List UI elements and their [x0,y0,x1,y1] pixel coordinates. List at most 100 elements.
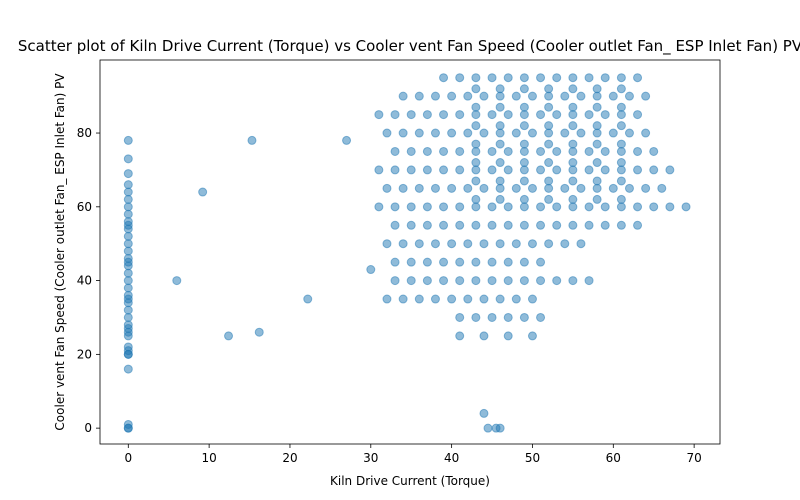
point [406,202,416,212]
point [544,84,554,94]
point [552,220,562,230]
point [503,202,513,212]
point [633,220,643,230]
point [471,121,481,131]
point [527,183,537,193]
point [471,276,481,286]
point [592,194,602,204]
point [633,73,643,83]
point [641,183,651,193]
point [608,183,618,193]
point [471,165,481,175]
point [447,128,457,138]
point [487,202,497,212]
point [503,146,513,156]
point [536,110,546,120]
point [527,294,537,304]
point [382,294,392,304]
point [649,146,659,156]
x-tick-label: 30 [363,451,378,465]
point [544,91,554,101]
point [455,312,465,322]
point [247,135,257,145]
point [390,110,400,120]
point [487,146,497,156]
point [123,419,133,429]
point [568,146,578,156]
point [447,294,457,304]
point [519,257,529,267]
point [544,194,554,204]
point [568,194,578,204]
point [568,84,578,94]
point [455,220,465,230]
point [568,110,578,120]
point [503,312,513,322]
point [503,331,513,341]
point [374,165,384,175]
point [430,239,440,249]
x-tick-label: 0 [124,451,132,465]
point [483,423,493,433]
point [422,165,432,175]
point [544,158,554,168]
point [430,128,440,138]
point [439,220,449,230]
point [447,239,457,249]
point [422,220,432,230]
point [584,276,594,286]
point [398,239,408,249]
point [600,165,610,175]
point [568,139,578,149]
point [616,146,626,156]
point [390,257,400,267]
point [463,294,473,304]
point [536,276,546,286]
point [536,73,546,83]
point [123,194,133,204]
x-axis-label: Kiln Drive Current (Torque) [330,474,490,488]
point [657,183,667,193]
point [390,220,400,230]
point [544,121,554,131]
point [560,239,570,249]
point [560,91,570,101]
point [544,139,554,149]
point [495,194,505,204]
point [536,146,546,156]
point [471,202,481,212]
point [224,331,234,341]
x-tick-label: 10 [201,451,216,465]
point [123,364,133,374]
point [519,139,529,149]
point [536,257,546,267]
point [382,183,392,193]
point [303,294,313,304]
point [576,183,586,193]
point [439,165,449,175]
point [616,110,626,120]
point [463,183,473,193]
point [641,91,651,101]
point [487,220,497,230]
point [198,187,208,197]
point [536,312,546,322]
point [592,139,602,149]
point [422,202,432,212]
point [123,342,133,352]
point [495,294,505,304]
point [479,408,489,418]
point [665,165,675,175]
point [495,158,505,168]
point [544,239,554,249]
point [123,268,133,278]
point [527,239,537,249]
point [495,183,505,193]
point [568,276,578,286]
point [600,73,610,83]
point [123,253,133,263]
point [511,91,521,101]
point [422,110,432,120]
point [560,183,570,193]
